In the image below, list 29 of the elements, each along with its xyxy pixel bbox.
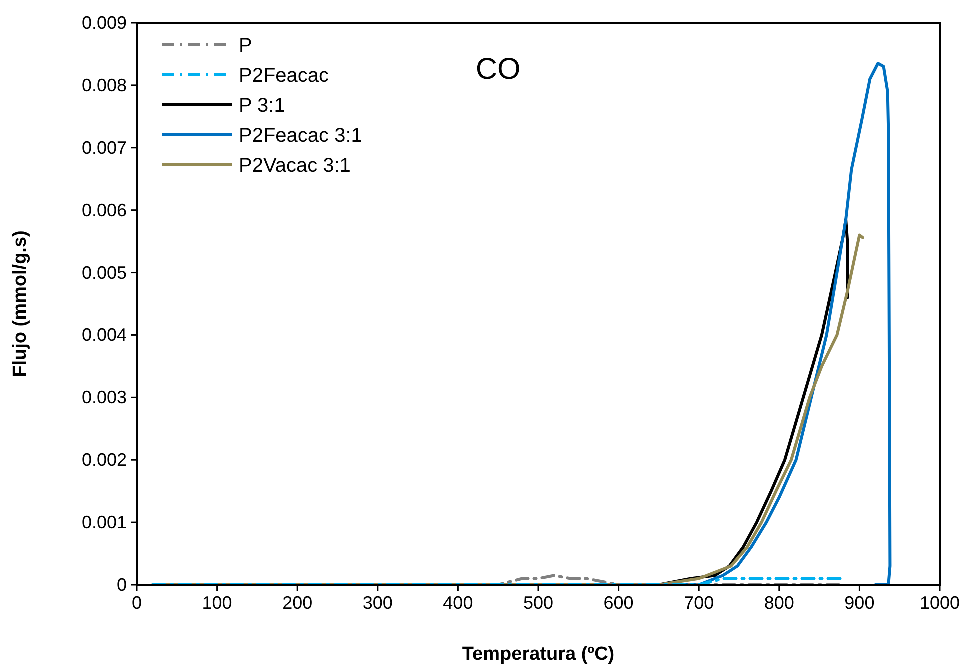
x-tick-label: 300 [362, 593, 393, 613]
legend-label: P2Feacac [239, 65, 330, 87]
y-axis-title: Flujo (mmol/g.s) [10, 230, 31, 378]
y-tick-label: 0.008 [82, 75, 127, 96]
legend-label: P2Feacac 3:1 [239, 125, 362, 147]
x-tick-label: 200 [282, 593, 313, 613]
y-tick-label: 0.003 [82, 388, 127, 408]
x-tick-label: 500 [523, 593, 554, 613]
legend-label: P 3:1 [239, 95, 286, 117]
y-tick-label: 0.007 [82, 138, 127, 158]
y-tick-label: 0.002 [82, 450, 127, 470]
y-tick-label: 0 [116, 575, 127, 595]
y-tick-label: 0.001 [82, 512, 127, 533]
x-tick-label: 600 [604, 593, 634, 613]
legend-label: P [239, 35, 252, 57]
x-tick-label: 1000 [920, 593, 960, 613]
y-tick-label: 0.006 [82, 200, 127, 220]
text: CO [476, 53, 521, 86]
y-tick-label: 0.004 [82, 325, 127, 346]
legend-label: P2Vacac 3:1 [239, 155, 351, 177]
x-tick-label: 700 [684, 593, 714, 613]
y-tick-label: 0.005 [82, 262, 127, 283]
y-tick-label: 0.009 [82, 13, 127, 33]
x-tick-label: 0 [132, 593, 142, 613]
x-tick-label: 800 [764, 593, 794, 613]
x-tick-label: 400 [443, 593, 474, 613]
x-axis-title: Temperatura (ºC) [462, 644, 615, 665]
x-tick-label: 900 [844, 593, 875, 613]
x-tick-label: 100 [202, 593, 232, 613]
